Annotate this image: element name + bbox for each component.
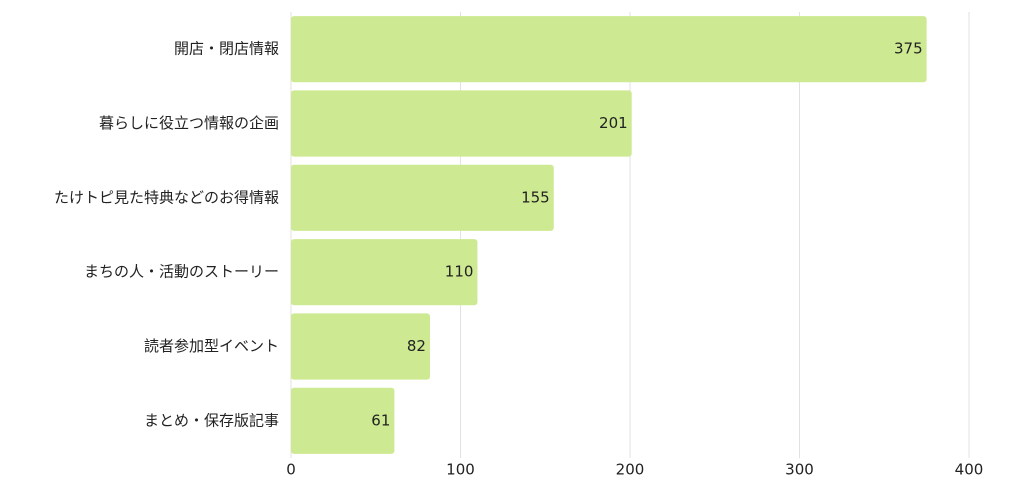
- bar: [291, 90, 632, 157]
- value-label: 201: [599, 114, 628, 132]
- value-label: 82: [407, 337, 426, 355]
- x-tick-label: 100: [446, 461, 475, 479]
- y-tick-label: たけトピ見た特典などのお得情報: [54, 188, 279, 206]
- y-tick-label: まちの人・活動のストーリー: [84, 263, 279, 281]
- y-tick-label: 暮らしに役立つ情報の企画: [99, 114, 279, 132]
- bar: [291, 164, 554, 231]
- bar: [291, 239, 478, 306]
- x-tick-label: 400: [955, 461, 984, 479]
- value-label: 61: [371, 411, 390, 429]
- y-tick-label: まとめ・保存版記事: [144, 411, 279, 429]
- value-label: 110: [445, 263, 474, 281]
- y-tick-label: 開店・閉店情報: [174, 40, 279, 58]
- bar: [291, 16, 927, 83]
- x-tick-label: 300: [785, 461, 814, 479]
- value-label: 375: [894, 40, 923, 58]
- x-tick-label: 0: [286, 461, 296, 479]
- value-label: 155: [521, 188, 550, 206]
- bar: [291, 387, 395, 454]
- bar: [291, 313, 430, 380]
- x-tick-label: 200: [616, 461, 645, 479]
- y-tick-label: 読者参加型イベント: [144, 337, 279, 355]
